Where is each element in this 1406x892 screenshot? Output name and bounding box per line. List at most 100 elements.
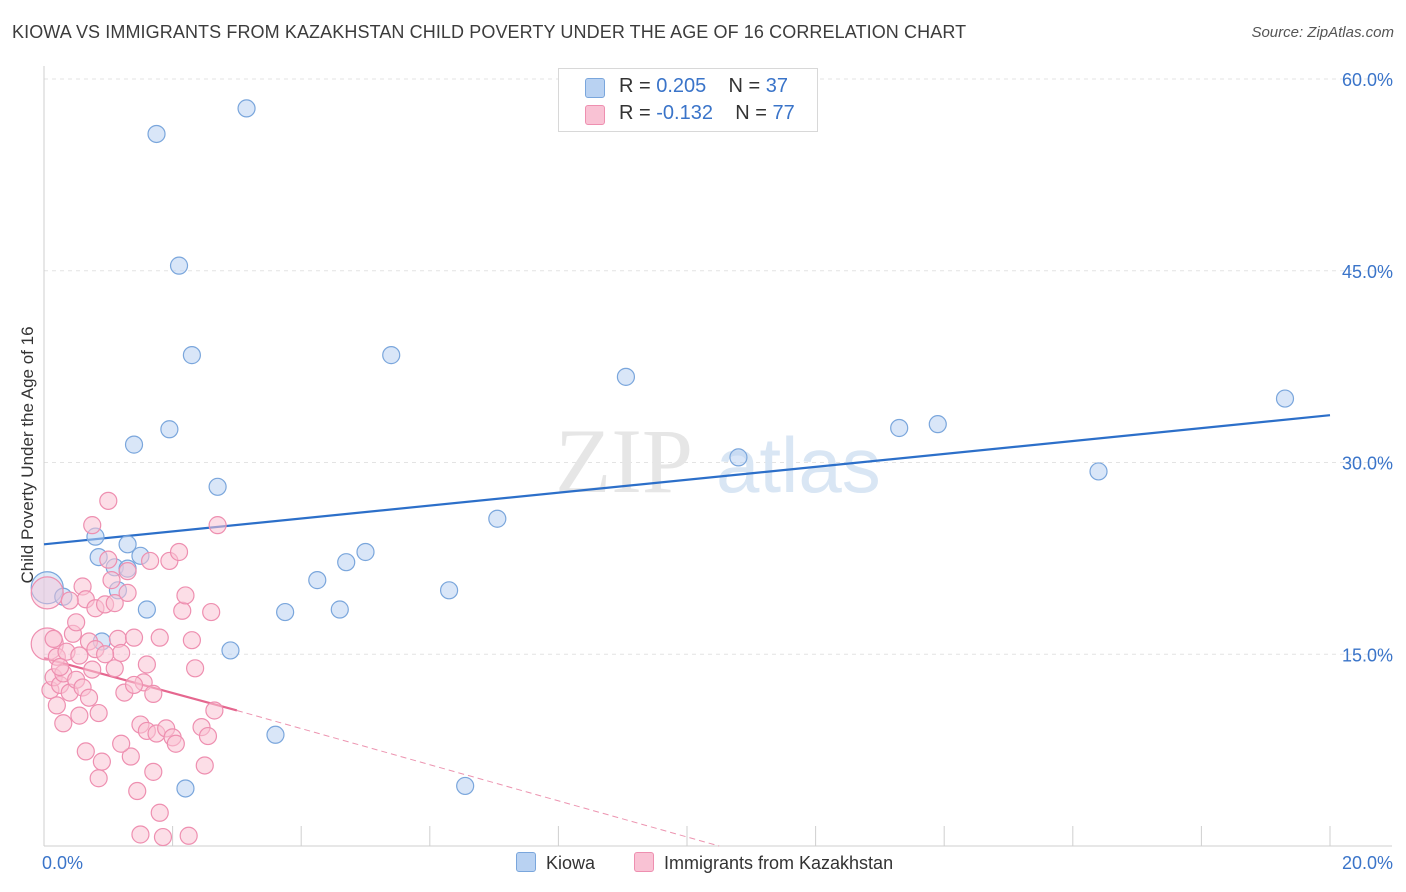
kazakhstan-n-value: 77 [772, 102, 795, 124]
kazakhstan-point [50, 657, 70, 677]
kazakhstan-point [173, 601, 192, 620]
x-tick-label-min: 0.0% [42, 853, 83, 873]
kiowa-point [147, 124, 166, 144]
kazakhstan-point [70, 706, 89, 725]
kiowa-point [221, 641, 240, 660]
y-tick-label: 30.0% [1342, 454, 1393, 474]
kiowa-r-label: R = [619, 75, 651, 97]
kazakhstan-point [112, 734, 131, 753]
kazakhstan-point [105, 594, 124, 613]
kazakhstan-point [67, 613, 86, 632]
kazakhstan-point [112, 643, 131, 663]
kazakhstan-swatch [585, 105, 605, 125]
stats-legend: R = 0.205 N = 37 R = -0.132 N = 77 [558, 68, 818, 132]
kazakhstan-point [121, 747, 140, 766]
kazakhstan-point [30, 576, 64, 610]
kazakhstan-trend-extension [236, 710, 720, 847]
trend-lines [43, 414, 1331, 847]
kiowa-point [237, 99, 256, 118]
kazakhstan-point [92, 752, 111, 771]
kazakhstan-point [144, 762, 163, 781]
kiowa-point [356, 542, 375, 562]
kazakhstan-point [76, 742, 95, 761]
kiowa-swatch [585, 78, 605, 98]
kazakhstan-point [202, 602, 221, 622]
kiowa-point [266, 725, 285, 744]
kiowa-legend-label: Kiowa [546, 853, 596, 873]
kazakhstan-point [205, 701, 224, 720]
y-tick-label: 60.0% [1342, 70, 1393, 90]
kazakhstan-point [83, 660, 102, 679]
kiowa-point [176, 779, 195, 798]
kazakhstan-point [44, 629, 63, 649]
kiowa-point [456, 776, 475, 796]
source-credit: Source: ZipAtlas.com [1251, 24, 1394, 41]
kazakhstan-point [166, 734, 185, 753]
kazakhstan-point [95, 645, 115, 664]
kazakhstan-point [89, 703, 108, 723]
kazakhstan-point [186, 659, 205, 678]
kiowa-point [169, 256, 189, 275]
kazakhstan-point [150, 628, 169, 647]
kiowa-point [308, 571, 327, 590]
kiowa-point [182, 346, 201, 365]
watermark: ZIP atlas [555, 410, 881, 512]
kazakhstan-point [102, 571, 121, 590]
kazakhstan-point [182, 631, 201, 650]
kazakhstan-r-value: -0.132 [656, 102, 713, 124]
kiowa-point [729, 448, 748, 467]
kazakhstan-point [118, 562, 137, 581]
kazakhstan-point [144, 684, 163, 703]
kazakhstan-point [198, 726, 218, 746]
kazakhstan-point [179, 826, 198, 845]
kiowa-n-value: 37 [765, 75, 789, 97]
bottom-legend-kiowa: Kiowa [516, 852, 595, 874]
kazakhstan-point [54, 714, 73, 733]
kazakhstan-point [83, 516, 102, 535]
kiowa-point [616, 367, 636, 386]
kiowa-point [118, 535, 137, 554]
kazakhstan-point [99, 491, 118, 510]
watermark-atlas: atlas [716, 421, 881, 509]
watermark-zip: ZIP [555, 410, 693, 512]
kazakhstan-legend-label: Immigrants from Kazakhstan [664, 853, 894, 873]
tick-labels: 15.0% 30.0% 45.0% 60.0% 0.0% 20.0% Child Pover… [18, 70, 1393, 873]
kazakhstan-point [124, 628, 144, 647]
kazakhstan-n-label: N = [735, 102, 767, 124]
kazakhstan-point [128, 781, 147, 801]
y-tick-label: 15.0% [1342, 645, 1393, 665]
kazakhstan-legend-swatch [634, 852, 654, 872]
x-tick-label-max: 20.0% [1342, 853, 1393, 873]
kazakhstan-point [79, 688, 99, 707]
kazakhstan-point [150, 803, 169, 822]
kiowa-point [928, 415, 947, 434]
kazakhstan-point [47, 696, 66, 715]
kiowa-point [1089, 462, 1108, 481]
kiowa-point [337, 553, 356, 572]
kazakhstan-point [137, 655, 156, 674]
bottom-legend-kazakhstan: Immigrants from Kazakhstan [634, 852, 893, 874]
kiowa-point [890, 418, 909, 438]
kazakhstan-point [169, 542, 189, 562]
kazakhstan-r-label: R = [619, 102, 651, 124]
kazakhstan-point [70, 646, 89, 665]
kiowa-point [488, 509, 507, 528]
kiowa-point [276, 602, 295, 622]
kazakhstan-point [60, 591, 79, 610]
y-axis-title: Child Poverty Under the Age of 16 [18, 326, 37, 583]
kazakhstan-point [124, 675, 144, 695]
kazakhstan-point [99, 550, 118, 569]
kiowa-n-label: N = [728, 75, 761, 97]
kiowa-point [439, 581, 459, 600]
kazakhstan-point [153, 827, 173, 847]
y-tick-label: 45.0% [1342, 262, 1393, 282]
kiowa-point [208, 477, 227, 496]
kiowa-point [1275, 389, 1295, 408]
gridlines [44, 78, 1392, 655]
kazakhstan-point [131, 825, 150, 844]
axes [43, 66, 1392, 847]
kiowa-r-value: 0.205 [656, 75, 707, 97]
chart-title: KIOWA VS IMMIGRANTS FROM KAZAKHSTAN CHIL… [12, 22, 967, 42]
kiowa-point [330, 600, 349, 619]
